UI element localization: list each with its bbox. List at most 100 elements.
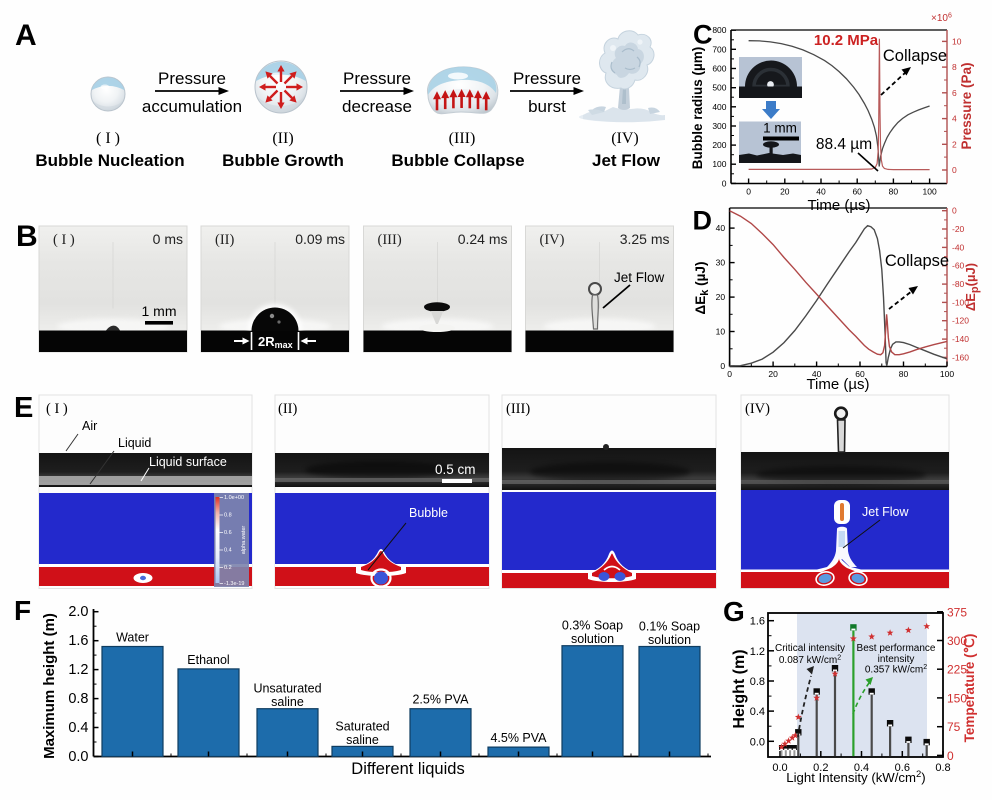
svg-text:100: 100	[923, 187, 937, 197]
svg-text:2.5% PVA: 2.5% PVA	[412, 693, 469, 707]
svg-text:0.2: 0.2	[813, 762, 828, 774]
svg-text:Bubble Growth: Bubble Growth	[222, 151, 344, 170]
svg-text:6: 6	[952, 88, 957, 98]
svg-text:ΔEk (µJ): ΔEk (µJ)	[693, 262, 711, 315]
svg-text:0.0: 0.0	[772, 762, 787, 774]
svg-text:Jet Flow: Jet Flow	[614, 270, 665, 285]
svg-text:10.2 MPa: 10.2 MPa	[814, 32, 879, 49]
svg-text:225: 225	[947, 663, 967, 677]
svg-text:-60: -60	[952, 261, 965, 271]
svg-text:1 mm: 1 mm	[763, 121, 797, 136]
svg-text:solution: solution	[571, 632, 614, 646]
svg-text:Bubble radius (µm): Bubble radius (µm)	[690, 47, 705, 170]
svg-text:Bubble Collapse: Bubble Collapse	[391, 151, 524, 170]
svg-text:20: 20	[716, 292, 726, 302]
svg-text:(II): (II)	[215, 232, 234, 248]
svg-text:4.5% PVA: 4.5% PVA	[490, 731, 547, 745]
svg-text:(III): (III)	[449, 130, 476, 147]
svg-text:2: 2	[952, 139, 957, 149]
svg-text:20: 20	[780, 187, 790, 197]
svg-text:0.24 ms: 0.24 ms	[458, 231, 508, 247]
svg-text:0.0: 0.0	[750, 736, 765, 748]
svg-text:0.4: 0.4	[68, 720, 88, 736]
svg-text:×106: ×106	[931, 13, 952, 25]
svg-text:Critical intensity: Critical intensity	[775, 643, 845, 654]
svg-text:75: 75	[947, 720, 961, 734]
svg-text:0: 0	[952, 165, 957, 175]
svg-text:(II): (II)	[278, 401, 297, 417]
svg-text:( I ): ( I )	[53, 232, 75, 248]
svg-text:10: 10	[952, 36, 962, 46]
svg-text:Pressure (Pa): Pressure (Pa)	[959, 62, 974, 149]
svg-text:0.2: 0.2	[224, 565, 232, 571]
svg-text:Light Intensity (kW/cm2): Light Intensity (kW/cm2)	[786, 769, 925, 785]
svg-text:Collapse: Collapse	[885, 252, 949, 270]
svg-text:0: 0	[952, 206, 957, 216]
svg-text:Temperature (℃): Temperature (℃)	[962, 634, 977, 743]
svg-text:0: 0	[727, 369, 732, 379]
svg-text:0 ms: 0 ms	[153, 231, 183, 247]
svg-text:Air: Air	[82, 419, 97, 433]
svg-text:Different liquids: Different liquids	[351, 760, 464, 778]
svg-text:10: 10	[716, 327, 726, 337]
svg-text:Unsaturated: Unsaturated	[253, 682, 321, 696]
svg-text:(III): (III)	[506, 401, 530, 417]
svg-text:1 mm: 1 mm	[142, 303, 177, 319]
svg-text:0: 0	[722, 178, 727, 188]
svg-text:C: C	[693, 20, 713, 50]
svg-text:-80: -80	[952, 279, 965, 289]
svg-text:100: 100	[712, 159, 726, 169]
svg-text:F: F	[14, 595, 31, 626]
svg-text:0.0: 0.0	[68, 749, 88, 765]
svg-text:700: 700	[712, 44, 726, 54]
svg-text:( I ): ( I )	[96, 130, 120, 147]
svg-text:0.8: 0.8	[935, 762, 950, 774]
svg-text:0: 0	[746, 187, 751, 197]
svg-text:600: 600	[712, 64, 726, 74]
svg-text:Time (µs): Time (µs)	[807, 197, 870, 214]
svg-text:(III): (III)	[378, 232, 402, 248]
svg-text:1.6: 1.6	[68, 633, 88, 649]
svg-text:-40: -40	[952, 242, 965, 252]
svg-text:0.357 kW/cm2: 0.357 kW/cm2	[865, 664, 927, 676]
svg-text:150: 150	[947, 691, 967, 705]
svg-text:40: 40	[812, 369, 822, 379]
svg-text:1.6: 1.6	[750, 616, 765, 628]
svg-text:ΔEp(µJ): ΔEp(µJ)	[963, 263, 981, 311]
svg-text:0.4: 0.4	[224, 548, 232, 554]
svg-text:intensity: intensity	[878, 654, 915, 665]
svg-text:40: 40	[716, 223, 726, 233]
svg-text:Collapse: Collapse	[883, 47, 947, 65]
svg-text:-20: -20	[952, 224, 965, 234]
svg-text:-100: -100	[952, 297, 969, 307]
svg-text:burst: burst	[528, 97, 566, 116]
svg-text:0.1% Soap: 0.1% Soap	[639, 620, 700, 634]
svg-text:88.4 µm: 88.4 µm	[816, 136, 872, 153]
svg-text:(IV): (IV)	[611, 130, 639, 147]
svg-text:-140: -140	[952, 334, 969, 344]
svg-text:1.0e+00: 1.0e+00	[224, 495, 244, 501]
svg-text:Jet Flow: Jet Flow	[862, 505, 910, 519]
svg-text:Height (m): Height (m)	[731, 649, 748, 728]
svg-text:saline: saline	[271, 695, 304, 709]
svg-text:G: G	[723, 596, 745, 627]
svg-text:2.0: 2.0	[68, 604, 88, 620]
svg-text:0: 0	[720, 361, 725, 371]
svg-text:-1.3e-19: -1.3e-19	[224, 581, 245, 587]
svg-text:1.2: 1.2	[750, 646, 765, 658]
svg-text:0.4: 0.4	[854, 762, 869, 774]
svg-text:(IV): (IV)	[540, 232, 565, 248]
svg-text:D: D	[693, 206, 713, 236]
svg-text:Best performance: Best performance	[857, 643, 936, 654]
svg-text:4: 4	[952, 114, 957, 124]
svg-text:300: 300	[947, 634, 967, 648]
svg-text:-120: -120	[952, 316, 969, 326]
svg-text:B: B	[16, 220, 38, 253]
svg-text:3.25 ms: 3.25 ms	[620, 231, 670, 247]
svg-text:0.3% Soap: 0.3% Soap	[562, 619, 623, 633]
svg-text:Maximum height (m): Maximum height (m)	[41, 613, 58, 759]
svg-text:20: 20	[768, 369, 778, 379]
svg-text:200: 200	[712, 140, 726, 150]
svg-text:Liquid: Liquid	[118, 436, 151, 450]
svg-text:(IV): (IV)	[745, 401, 770, 417]
